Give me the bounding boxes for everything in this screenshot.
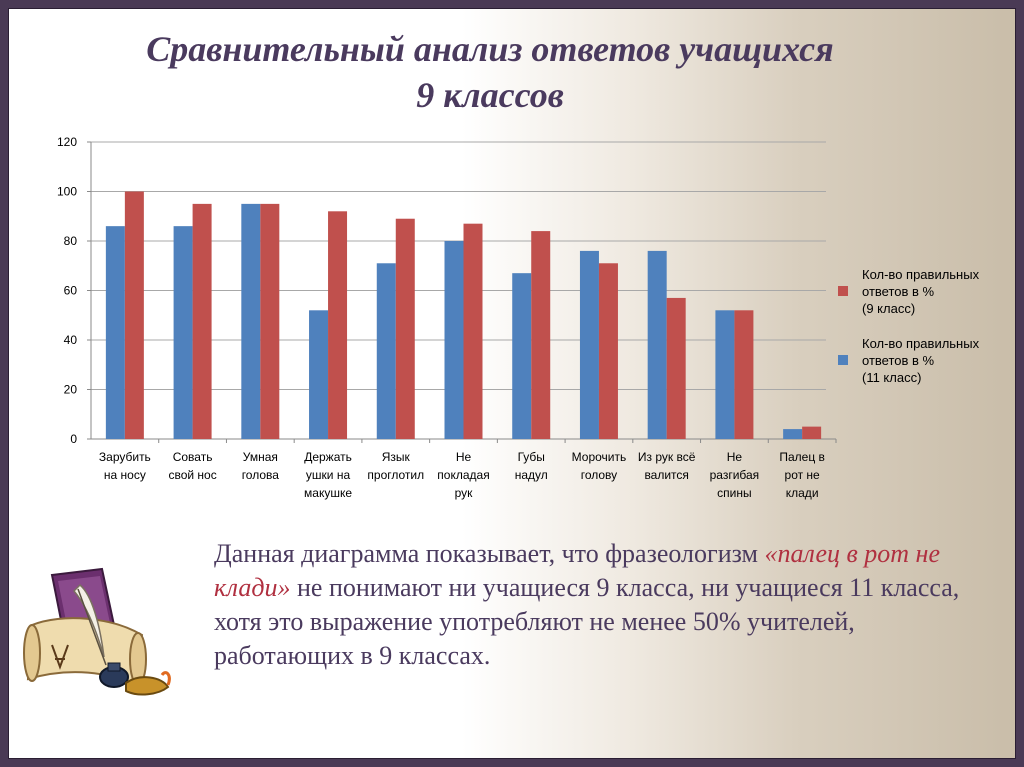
x-tick-label: Из рук всё [638, 450, 696, 464]
bar [124, 191, 144, 439]
quill-icon [72, 583, 107, 666]
bar [328, 211, 348, 439]
bar [666, 297, 686, 439]
legend-label: Кол-во правильных ответов в % (9 класс) [862, 267, 980, 316]
bar [598, 263, 618, 439]
x-tick-label: рук [455, 486, 474, 500]
x-tick-label: Палец в [779, 450, 825, 464]
caption-highlight: «палец в рот не клади» [214, 539, 940, 602]
book-scroll-quill-clipart [23, 567, 171, 696]
bar [579, 250, 599, 439]
title-line-1: Сравнительный анализ ответов учащихся [146, 29, 834, 69]
bar [309, 310, 329, 439]
bar [531, 231, 551, 439]
chart-legend: Кол-во правильных ответов в % (9 класс) … [838, 266, 1018, 404]
bar [715, 310, 735, 439]
x-tick-label: ушки на [306, 468, 351, 482]
bar [173, 226, 193, 439]
x-tick-label: свой нос [168, 468, 216, 482]
x-tick-label: Не [727, 450, 743, 464]
bar [260, 203, 280, 439]
x-tick-label: Не [456, 450, 472, 464]
bar [647, 250, 667, 439]
bar [512, 273, 532, 439]
y-tick-label: 60 [64, 284, 78, 298]
bar [444, 241, 464, 439]
x-tick-label: Совать [173, 450, 213, 464]
x-tick-label: разгибая [710, 468, 760, 482]
x-tick-label: Губы [518, 450, 545, 464]
title-line-2: 9 классов [416, 75, 564, 115]
x-tick-label: валится [644, 468, 688, 482]
x-tick-label: надул [515, 468, 548, 482]
y-tick-label: 80 [64, 234, 78, 248]
x-tick-label: Язык [382, 450, 411, 464]
bar [783, 429, 803, 439]
lamp-icon [125, 671, 171, 696]
x-tick-label: на носу [104, 468, 146, 482]
caption-text-start: Данная диаграмма показывает, что фразеол… [214, 539, 765, 568]
slide-caption: Данная диаграмма показывает, что фразеол… [214, 537, 984, 673]
legend-item-9-class: Кол-во правильных ответов в % (9 класс) [838, 266, 1018, 317]
bar [105, 226, 125, 439]
legend-item-11-class: Кол-во правильных ответов в % (11 класс) [838, 335, 1018, 386]
inkwell-icon [99, 662, 129, 688]
x-tick-label: проглотил [367, 468, 424, 482]
y-tick-label: 0 [70, 432, 77, 446]
legend-label: Кол-во правильных ответов в % (11 класс) [862, 336, 980, 385]
x-tick-label: Держать [304, 450, 352, 464]
bar [463, 223, 483, 439]
x-tick-label: Морочить [572, 450, 627, 464]
bar [395, 218, 415, 439]
x-tick-label: голову [581, 468, 617, 482]
y-tick-label: 100 [57, 185, 77, 199]
x-tick-label: Зарубить [99, 450, 151, 464]
x-tick-label: рот не [785, 468, 821, 482]
bar [376, 263, 396, 439]
x-tick-label: голова [242, 468, 280, 482]
y-tick-label: 20 [64, 383, 78, 397]
legend-swatch-blue [838, 355, 848, 365]
bar [734, 310, 754, 439]
slide-title: Сравнительный анализ ответов учащихся 9 … [60, 26, 920, 118]
x-tick-label: макушке [304, 486, 352, 500]
x-tick-label: спины [717, 486, 751, 500]
y-tick-label: 40 [64, 333, 78, 347]
bar [802, 426, 822, 439]
y-tick-label: 120 [57, 135, 77, 149]
bar [192, 203, 212, 439]
x-tick-label: клади [786, 486, 819, 500]
bar [241, 203, 261, 439]
legend-swatch-red [838, 286, 848, 296]
x-tick-label: покладая [437, 468, 489, 482]
x-tick-label: Умная [243, 450, 278, 464]
caption-text-end: не понимают ни учащиеся 9 класса, ни уча… [214, 573, 960, 670]
